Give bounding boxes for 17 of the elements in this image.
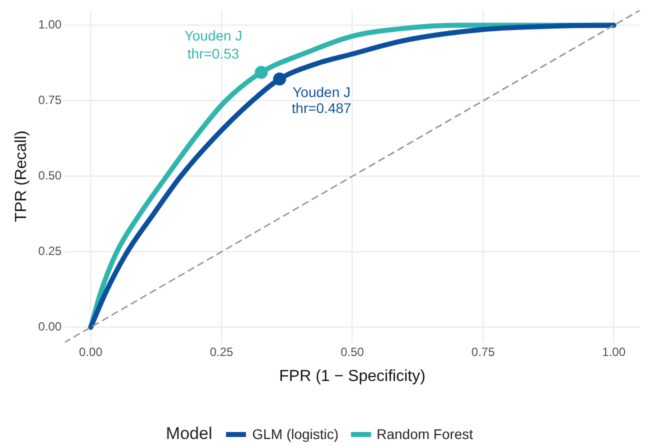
annotation: Youden J thr=0.53: [184, 27, 242, 62]
y-tick-label: 0.00: [38, 320, 62, 334]
legend-label: GLM (logistic): [252, 426, 339, 442]
y-axis-title: TPR (Recall): [13, 130, 30, 222]
y-tick-label: 1.00: [38, 18, 62, 32]
legend-title: Model: [166, 424, 212, 444]
x-axis-title: FPR (1 − Specificity): [279, 368, 426, 385]
x-tick-label: 0.75: [471, 344, 496, 359]
x-tick-label: 1.00: [602, 344, 626, 359]
y-tick-label: 0.25: [38, 244, 62, 258]
annotation: Youden J thr=0.487: [292, 84, 352, 116]
x-tick-label: 0.00: [79, 344, 103, 359]
y-tick-label: 0.75: [38, 93, 62, 108]
x-tick-label: 0.25: [210, 344, 234, 359]
legend-label: Random Forest: [376, 426, 474, 442]
y-tick-label: 0.50: [38, 168, 62, 183]
x-tick-label: 0.50: [340, 344, 364, 359]
